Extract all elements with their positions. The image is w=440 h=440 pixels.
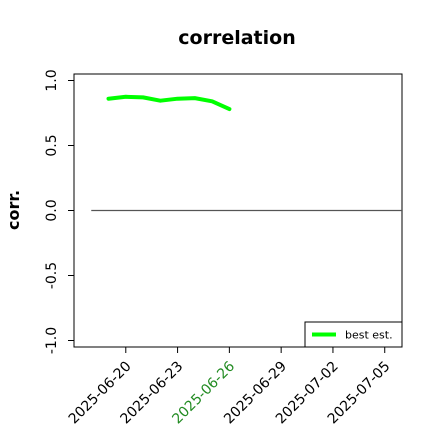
series-line-best-est [106,94,232,112]
y-tick-label: -1.0 [44,327,60,354]
y-tick-label: 0.0 [44,199,60,221]
y-axis: -1.0 -0.5 0.0 0.5 1.0 [44,69,74,354]
x-axis: 2025-06-202025-06-232025-06-262025-06-29… [66,347,394,427]
y-tick-label: 0.5 [44,134,60,156]
legend: best est. [304,321,403,348]
y-tick-label: 1.0 [44,69,60,91]
chart-title: correlation [178,27,295,49]
series-layer [91,94,402,212]
y-axis-label: corr. [4,190,23,230]
legend-label: best est. [345,329,393,342]
y-tick-label: -0.5 [44,262,60,289]
